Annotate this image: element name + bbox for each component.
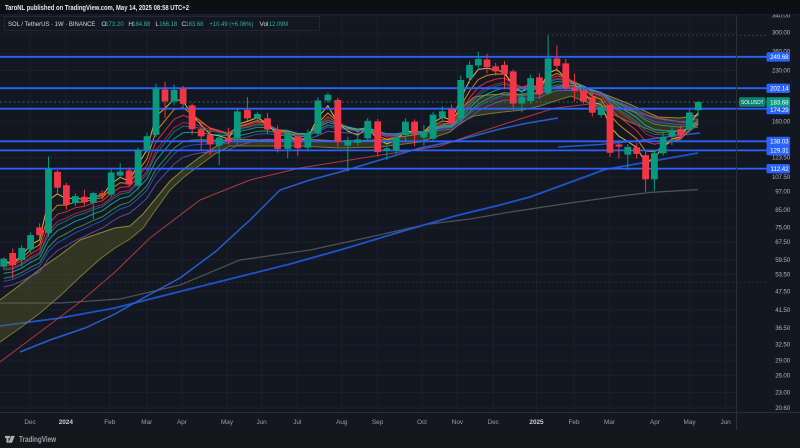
svg-text:Aug: Aug [336,419,348,426]
svg-text:138.03: 138.03 [770,139,789,146]
svg-text:2024: 2024 [59,419,74,426]
svg-text:59.50: 59.50 [775,257,790,264]
svg-text:260.00: 260.00 [772,49,791,56]
svg-text:O: O [101,21,106,28]
svg-text:340.00: 340.00 [772,13,791,20]
svg-text:H: H [128,21,133,28]
svg-text:174.29: 174.29 [770,107,789,114]
svg-text:Jun: Jun [720,419,731,426]
svg-text:26.00: 26.00 [775,373,790,380]
svg-text:May: May [684,419,697,426]
svg-text:Dec: Dec [24,419,36,426]
svg-text:TradingView: TradingView [19,435,57,444]
svg-text:12.09M: 12.09M [269,21,288,28]
svg-text:2025: 2025 [529,419,544,426]
svg-text:184.88: 184.88 [132,21,150,28]
svg-text:67.50: 67.50 [775,239,790,246]
svg-text:41.50: 41.50 [775,307,790,314]
svg-text:Mar: Mar [141,419,153,426]
svg-text:202.14: 202.14 [770,86,789,93]
svg-text:Mar: Mar [604,419,616,426]
svg-text:TaroNL published on TradingVie: TaroNL published on TradingView.com, May… [5,3,189,12]
svg-text:230.00: 230.00 [772,68,791,75]
svg-text:23.00: 23.00 [775,390,790,397]
svg-text:Vol: Vol [260,21,270,28]
svg-text:300.00: 300.00 [772,30,791,37]
svg-text:173.20: 173.20 [105,21,124,28]
svg-text:Jul: Jul [293,419,301,426]
svg-text:Feb: Feb [104,419,115,426]
svg-text:249.68: 249.68 [770,54,789,61]
svg-text:97.00: 97.00 [775,189,790,196]
svg-text:183.68: 183.68 [770,99,789,106]
svg-text:Apr: Apr [177,419,188,426]
svg-text:47.50: 47.50 [775,288,790,295]
svg-text:Feb: Feb [568,419,579,426]
svg-text:Sep: Sep [372,419,384,426]
svg-text:SOL / TetherUS · 1W · BINANCE: SOL / TetherUS · 1W · BINANCE [8,21,96,28]
svg-text:75.00: 75.00 [775,224,790,231]
svg-text:112.42: 112.42 [771,166,790,173]
svg-text:Nov: Nov [452,419,464,426]
svg-text:107.50: 107.50 [772,174,791,181]
svg-text:+10.49 (+6.06%): +10.49 (+6.06%) [209,21,253,28]
svg-text:20.60: 20.60 [775,405,790,412]
svg-text:29.00: 29.00 [775,357,790,364]
svg-text:SOLUSDT: SOLUSDT [741,100,764,106]
svg-text:85.00: 85.00 [775,207,790,214]
svg-text:L: L [155,21,159,28]
svg-text:C: C [182,21,187,28]
svg-text:May: May [221,419,234,426]
svg-text:Jun: Jun [256,419,267,426]
svg-text:Apr: Apr [650,419,661,426]
svg-text:Dec: Dec [488,419,500,426]
svg-text:166.18: 166.18 [159,21,177,28]
svg-text:36.50: 36.50 [775,325,790,332]
svg-text:129.31: 129.31 [770,148,789,155]
svg-text:183.68: 183.68 [185,21,203,28]
svg-text:Oct: Oct [417,419,427,426]
svg-text:32.50: 32.50 [775,341,790,348]
svg-text:123.50: 123.50 [772,155,791,162]
svg-text:160.00: 160.00 [772,119,791,126]
svg-text:53.50: 53.50 [775,272,790,279]
